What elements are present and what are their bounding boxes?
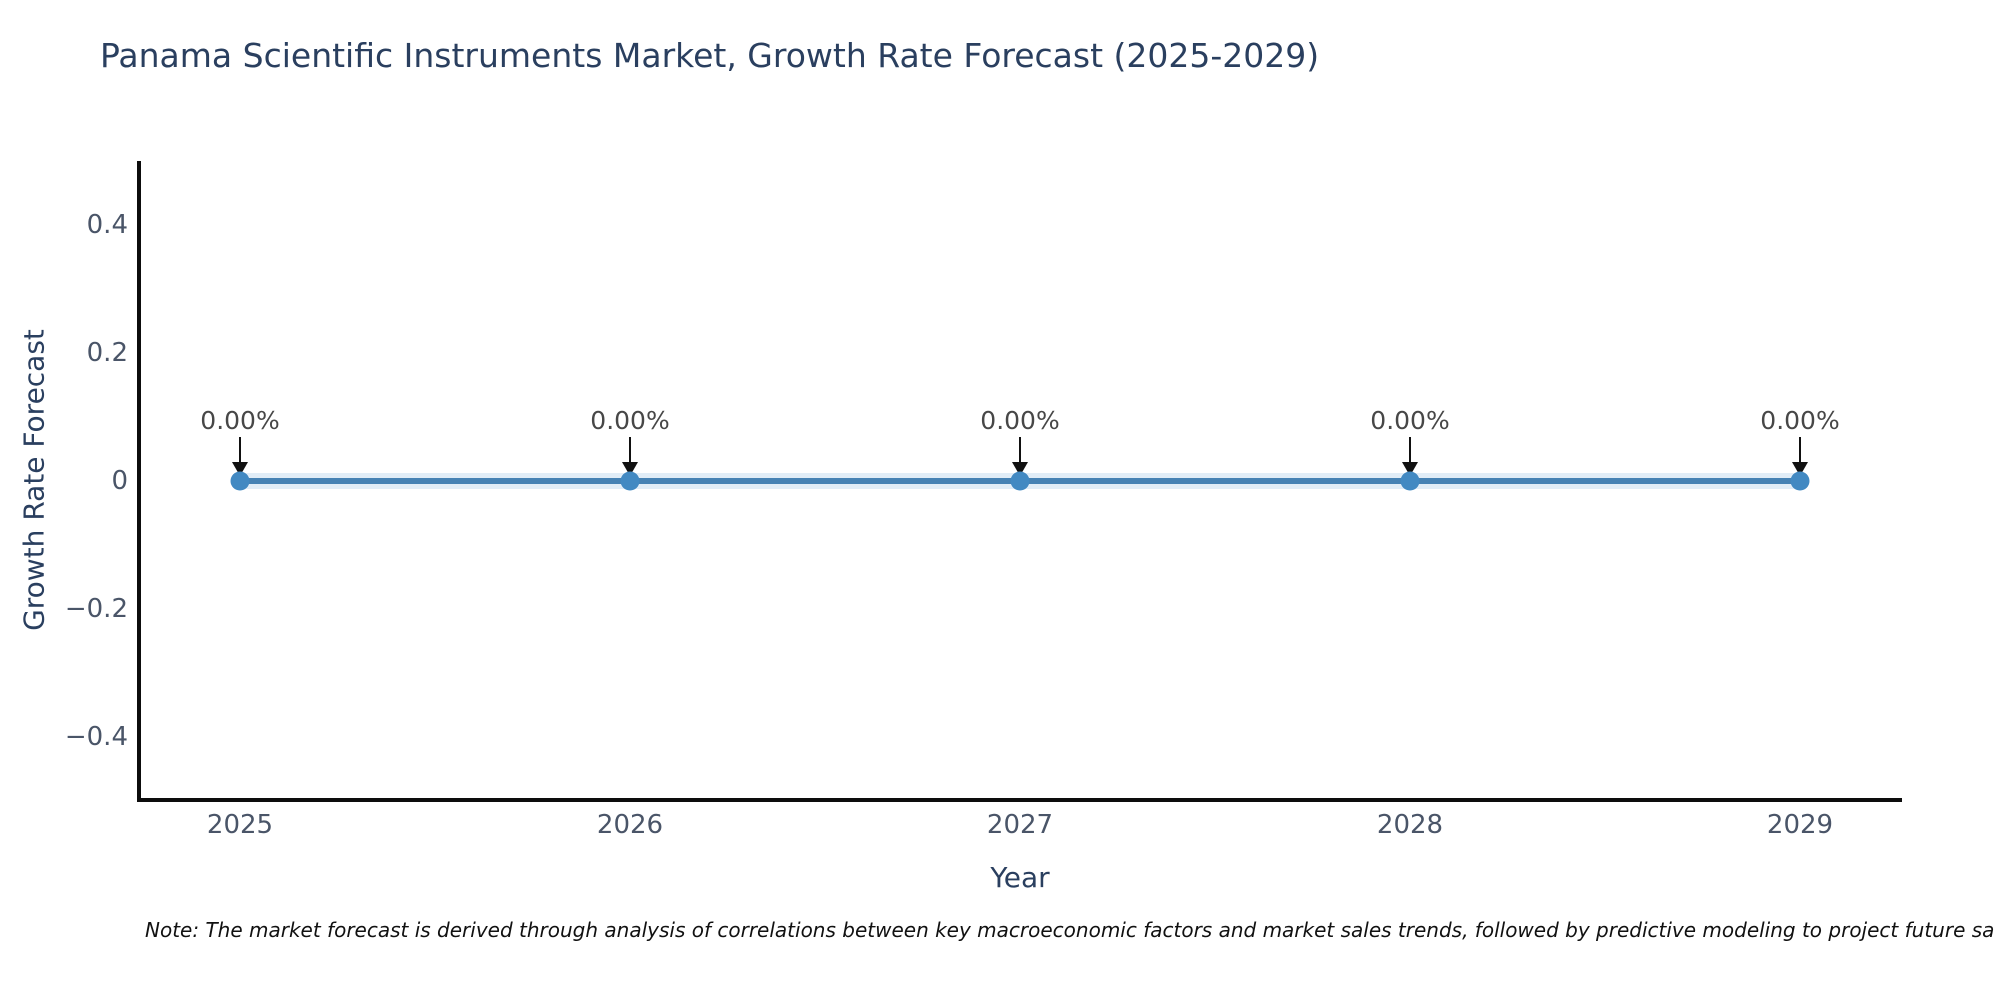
y-axis-line [137, 161, 141, 802]
data-point-marker [620, 471, 640, 491]
data-point-marker [1400, 471, 1420, 491]
x-axis-line [137, 798, 1902, 802]
point-annotation-label: 0.00% [980, 406, 1060, 435]
point-annotation-label: 0.00% [1370, 406, 1450, 435]
point-annotation-label: 0.00% [1760, 406, 1840, 435]
annotation-arrow-stem [239, 437, 241, 463]
x-axis-title: Year [990, 861, 1050, 894]
data-point-marker [1010, 471, 1030, 491]
y-tick-label: −0.2 [64, 594, 128, 624]
y-tick-label: −0.4 [64, 722, 128, 752]
data-point-marker [1790, 471, 1810, 491]
annotation-arrow-stem [1799, 437, 1801, 463]
point-annotation-label: 0.00% [590, 406, 670, 435]
annotation-arrow-stem [1409, 437, 1411, 463]
footnote: Note: The market forecast is derived thr… [145, 918, 1995, 942]
data-point-marker [230, 471, 250, 491]
x-tick-label: 2025 [206, 810, 274, 840]
annotation-arrow-stem [629, 437, 631, 463]
x-tick-label: 2028 [1376, 810, 1444, 840]
point-annotation-label: 0.00% [200, 406, 280, 435]
x-tick-label: 2026 [596, 810, 664, 840]
x-tick-label: 2027 [986, 810, 1054, 840]
y-tick-label: 0 [111, 466, 128, 496]
y-tick-label: 0.4 [86, 210, 128, 240]
y-tick-label: 0.2 [86, 338, 128, 368]
x-tick-label: 2029 [1766, 810, 1834, 840]
annotation-arrow-stem [1019, 437, 1021, 463]
chart-title: Panama Scientific Instruments Market, Gr… [100, 36, 1320, 75]
